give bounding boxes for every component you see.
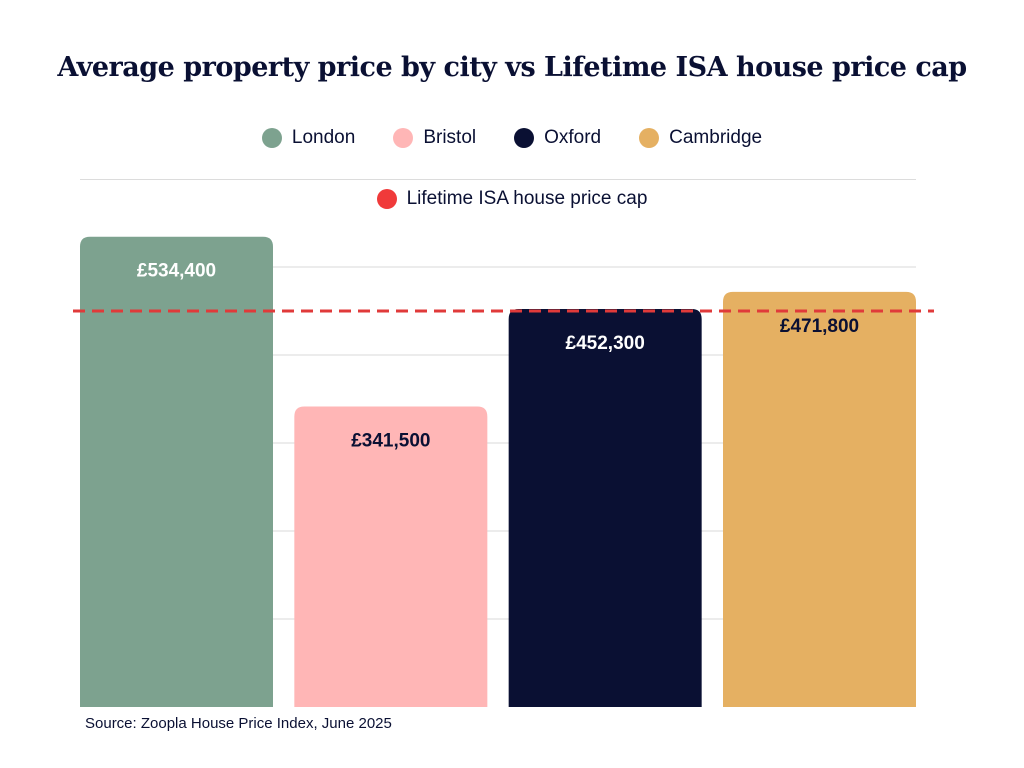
legend-item-bristol: Bristol — [393, 127, 476, 149]
legend-label-bristol: Bristol — [423, 127, 477, 148]
data-label-oxford: £452,300 — [566, 333, 645, 354]
bar-cambridge — [723, 291, 916, 707]
legend-item-london: London — [261, 127, 356, 149]
legend-item-cambridge: Cambridge — [639, 127, 762, 149]
legend-divider — [80, 179, 916, 180]
chart-title: Average property price by city vs Lifeti… — [57, 52, 967, 83]
data-label-london: £534,400 — [137, 261, 216, 282]
legend-label-oxford: Oxford — [544, 127, 602, 148]
bar-bristol — [294, 406, 488, 707]
legend-item-isa-cap: Lifetime ISA house price cap — [376, 188, 648, 210]
legend-swatch-isa-cap — [376, 189, 397, 209]
legend-label-cambridge: Cambridge — [669, 127, 763, 148]
legend-reference: Lifetime ISA house price cap — [0, 188, 1024, 210]
legend-label-isa-cap: Lifetime ISA house price cap — [406, 188, 648, 209]
data-label-bristol: £341,500 — [351, 430, 430, 451]
bar-oxford — [508, 308, 702, 707]
data-label-cambridge: £471,800 — [780, 316, 859, 337]
source-note: Source: Zoopla House Price Index, June 2… — [85, 715, 392, 732]
legend-label-london: London — [291, 127, 356, 148]
bar-london — [80, 236, 273, 707]
legend: London Bristol Oxford Cambridge — [0, 127, 1024, 149]
legend-swatch-cambridge — [639, 128, 660, 148]
legend-item-oxford: Oxford — [514, 127, 601, 149]
legend-swatch-london — [261, 128, 282, 148]
legend-swatch-oxford — [514, 128, 535, 148]
legend-swatch-bristol — [393, 128, 414, 148]
